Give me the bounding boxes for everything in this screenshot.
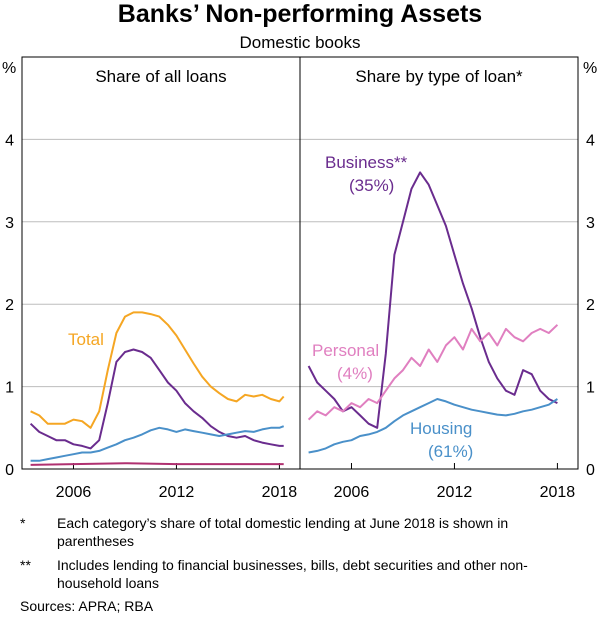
y-tick-right-0: 0 — [586, 462, 595, 479]
label-personal-share: (4%) — [337, 364, 373, 383]
series-line-1-total — [30, 311, 285, 429]
panel-title-2: Share by type of loan* — [355, 67, 523, 86]
series-line-1-other — [30, 462, 284, 466]
label-business: Business** — [325, 153, 408, 172]
chart-title: Banks’ Non-performing Assets — [117, 0, 483, 28]
label-total: Total — [68, 330, 104, 349]
label-housing-share: (61%) — [428, 442, 473, 461]
series-line-2-personal — [307, 324, 559, 421]
y-tick-left-4: 4 — [5, 132, 14, 149]
y-tick-right-3: 3 — [586, 215, 595, 232]
footnote-2: ** Includes lending to financial busines… — [20, 556, 590, 592]
y-tick-left-0: 0 — [5, 462, 14, 479]
y-unit-left: % — [2, 60, 16, 77]
x-tick-label-2-2006: 2006 — [334, 484, 370, 501]
series-line-2-housing — [308, 398, 558, 454]
label-personal: Personal — [312, 341, 379, 360]
chart-area: 0 0 1 1 2 2 3 3 4 4% % Share of all loans 2006 2012 20… — [2, 56, 597, 501]
footnote-2-text: Includes lending to financial businesses… — [57, 557, 528, 591]
y-tick-right-4: 4 — [586, 132, 595, 149]
footnote-1-text: Each category’s share of total domestic … — [57, 515, 509, 549]
x-tick-label-2-2018: 2018 — [540, 484, 576, 501]
x-tick-label-1-2012: 2012 — [159, 484, 195, 501]
y-tick-right-1: 1 — [586, 380, 595, 397]
y-unit-right: % — [583, 60, 597, 77]
chart-subtitle: Domestic books — [239, 33, 361, 52]
series-line-1-business — [29, 348, 284, 450]
x-tick-label-2-2012: 2012 — [437, 484, 473, 501]
series-line-1-housing — [30, 425, 285, 462]
y-tick-left-3: 3 — [5, 215, 14, 232]
x-tick-label-1-2018: 2018 — [262, 484, 298, 501]
label-business-share: (35%) — [349, 176, 394, 195]
label-housing: Housing — [410, 419, 472, 438]
footnote-1-mark: * — [20, 515, 26, 531]
y-tick-left-1: 1 — [5, 380, 14, 397]
y-tick-left-2: 2 — [5, 297, 14, 314]
y-tick-right-2: 2 — [586, 297, 595, 314]
footnote-1: * Each category’s share of total domesti… — [20, 514, 590, 550]
sources-note: Sources: APRA; RBA — [20, 598, 154, 614]
series-line-2-business — [307, 171, 558, 429]
panel-title-1: Share of all loans — [95, 67, 226, 86]
x-tick-label-1-2006: 2006 — [56, 484, 92, 501]
footnote-2-mark: ** — [20, 557, 31, 573]
